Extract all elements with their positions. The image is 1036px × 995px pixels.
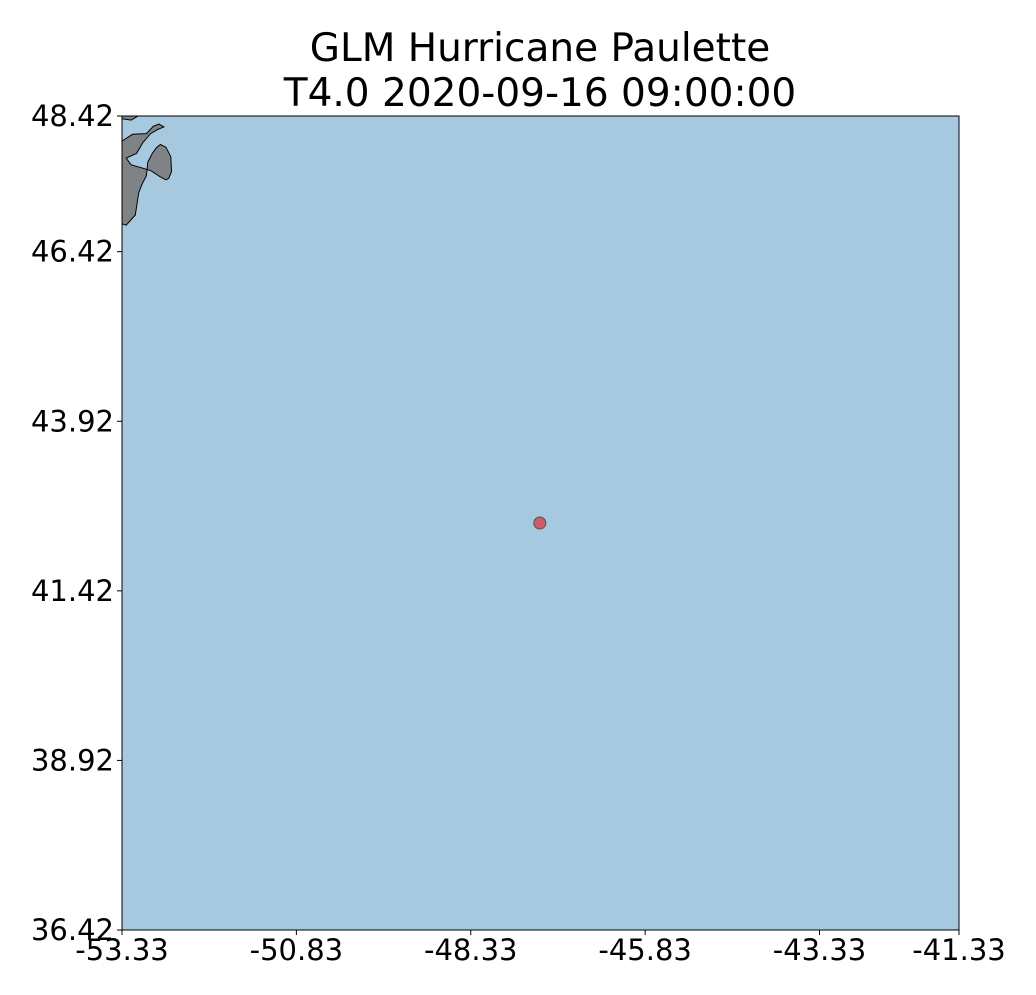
storm-points-layer (533, 516, 547, 530)
chart-title-line-2: T4.0 2020-09-16 09:00:00 (283, 71, 796, 116)
x-axis-ticks: -53.33 -50.83 -48.33 -45.83 -43.33 -41.33 (75, 930, 1006, 967)
land-layer (122, 116, 173, 226)
x-tick-label-3: -45.83 (598, 933, 692, 967)
plot-frame (121, 115, 960, 931)
y-axis-ticks: 48.42 46.42 43.92 41.42 38.92 36.42 (31, 99, 122, 947)
y-tick-label-3: 41.42 (31, 574, 114, 608)
x-tick-label-2: -48.33 (424, 933, 518, 967)
x-tick-label-1: -50.83 (250, 933, 344, 967)
y-tick-label-2: 43.92 (31, 404, 114, 438)
y-tick-label-0: 48.42 (31, 99, 114, 133)
x-tick-label-4: -43.33 (773, 933, 867, 967)
land-mass-1 (122, 123, 173, 226)
x-tick-label-5: -41.33 (912, 933, 1006, 967)
chart-title-line-1: GLM Hurricane Paulette (310, 26, 771, 71)
y-tick-label-5: 36.42 (31, 913, 114, 947)
y-tick-label-4: 38.92 (31, 743, 114, 777)
x-tick-label-0: -53.33 (75, 933, 169, 967)
y-tick-label-1: 46.42 (31, 235, 114, 269)
storm-center-point-0 (533, 516, 547, 530)
land-mass-0 (122, 116, 139, 121)
